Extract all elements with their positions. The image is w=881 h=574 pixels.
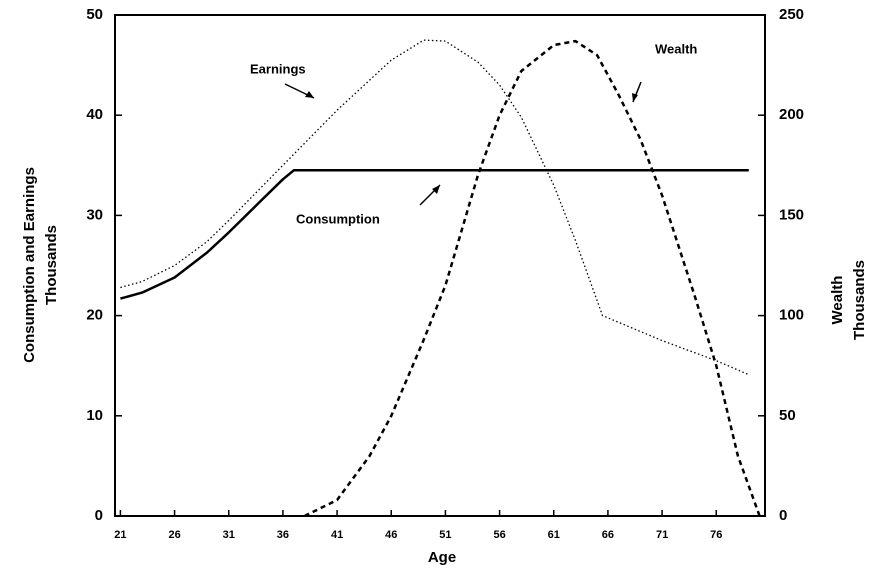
y-tick-label: 0 <box>95 507 103 524</box>
x-tick-label: 41 <box>331 529 343 541</box>
y2-tick-label: 200 <box>779 106 804 123</box>
y-axis-label: Thousands <box>43 225 60 305</box>
y2-tick-label: 150 <box>779 206 804 223</box>
y-tick-label: 50 <box>86 6 103 23</box>
x-tick-label: 61 <box>548 529 560 541</box>
x-tick-label: 21 <box>114 529 126 541</box>
y2-tick-label: 250 <box>779 6 804 23</box>
arrowhead <box>632 93 638 102</box>
x-tick-label: 26 <box>168 529 180 541</box>
y2-axis-label: Wealth <box>829 276 846 325</box>
series-line <box>120 39 750 376</box>
annotation: Wealth <box>655 41 697 56</box>
y-tick-label: 40 <box>86 106 103 123</box>
y2-tick-label: 50 <box>779 407 796 424</box>
plot-frame <box>114 14 766 517</box>
series-line <box>120 169 749 300</box>
x-axis-label: Age <box>428 549 456 566</box>
y2-tick-label: 0 <box>779 507 787 524</box>
x-tick-label: 31 <box>223 529 235 541</box>
y-tick-label: 30 <box>86 206 103 223</box>
x-tick-label: 51 <box>439 529 451 541</box>
x-tick-label: 36 <box>277 529 289 541</box>
annotation: Earnings <box>250 61 306 76</box>
x-tick-label: 46 <box>385 529 397 541</box>
y-tick-label: 10 <box>86 407 103 424</box>
x-tick-label: 56 <box>493 529 505 541</box>
x-tick-label: 66 <box>602 529 614 541</box>
series-line <box>304 39 761 518</box>
x-tick-label: 71 <box>656 529 668 541</box>
y-axis-label: Consumption and Earnings <box>21 167 38 363</box>
x-tick-label: 76 <box>710 529 722 541</box>
annotation: Consumption <box>296 211 380 226</box>
y-tick-label: 20 <box>86 307 103 324</box>
y2-tick-label: 100 <box>779 307 804 324</box>
arrowhead <box>432 185 440 194</box>
arrowhead <box>305 91 314 98</box>
y2-axis-label: Thousands <box>851 260 868 340</box>
